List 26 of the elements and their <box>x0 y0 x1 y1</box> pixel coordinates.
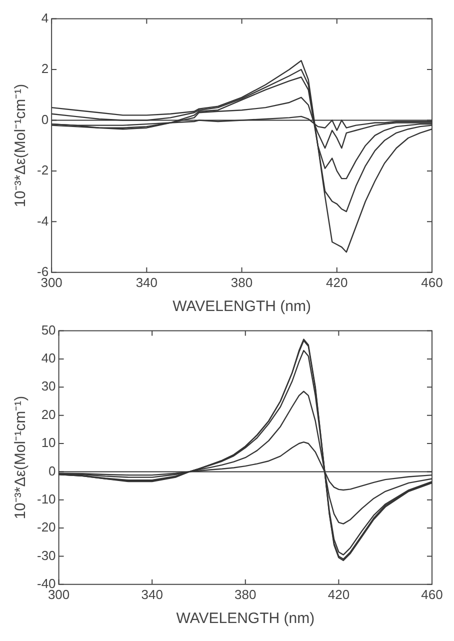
x-tick-label: 380 <box>230 274 253 290</box>
y-tick-label: 4 <box>41 10 49 26</box>
x-tick-label: 380 <box>234 586 256 602</box>
y-axis-title: 10⁻³*Δε(Mol⁻¹cm⁻¹) <box>12 396 30 520</box>
y-tick-label: 30 <box>41 378 56 394</box>
y-tick-label: 50 <box>41 322 56 338</box>
y-tick-label: 10 <box>41 435 56 450</box>
y-tick-label: 40 <box>41 350 56 366</box>
y-tick-label: -4 <box>36 213 49 228</box>
y-tick-label: 20 <box>41 406 56 422</box>
y-tick-label: -10 <box>36 491 56 506</box>
y-tick-label: -30 <box>36 548 56 563</box>
x-tick-label: 340 <box>136 274 158 290</box>
x-tick-label: 420 <box>326 274 348 290</box>
y-tick-label: 0 <box>41 112 49 127</box>
y-tick-label: 0 <box>48 463 56 478</box>
y-tick-label: -20 <box>36 520 56 535</box>
x-tick-label: 340 <box>141 586 163 602</box>
x-axis-title: WAVELENGTH (nm) <box>172 298 311 316</box>
y-axis-title: 10⁻³*Δε(Mol⁻¹cm⁻¹) <box>12 84 30 208</box>
y-tick-label: 2 <box>41 61 49 76</box>
y-tick-label: -2 <box>36 162 49 178</box>
x-axis-title: WAVELENGTH (nm) <box>176 610 315 628</box>
x-tick-label: 460 <box>421 586 443 602</box>
x-tick-label: 420 <box>328 586 350 602</box>
x-tick-label: 460 <box>421 274 443 290</box>
